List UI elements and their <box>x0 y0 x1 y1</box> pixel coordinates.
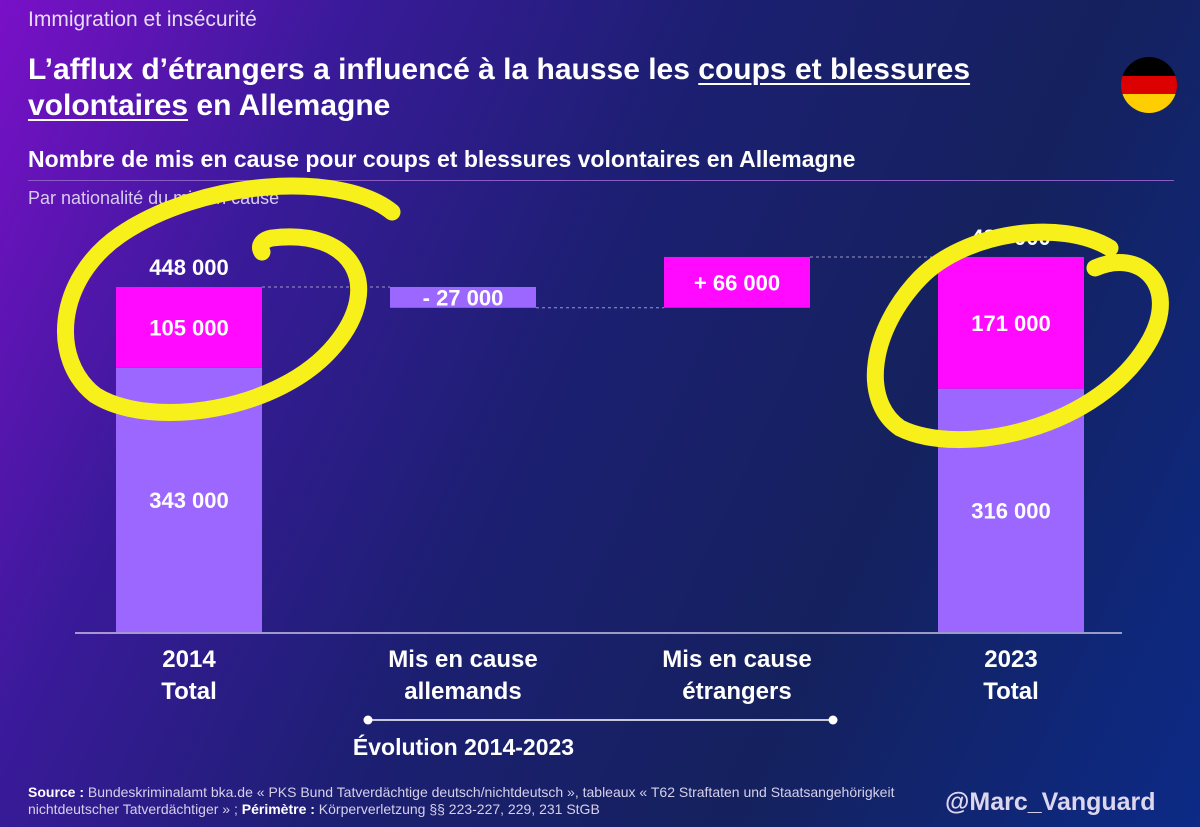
category-label-line: 2014 <box>162 646 216 673</box>
label-change-1: - 27 000 <box>423 285 504 310</box>
flag-stripe-black <box>1121 57 1177 76</box>
headline-part1: L’afflux d’étrangers a influencé à la ha… <box>28 53 699 86</box>
evolution-label: Évolution 2014-2023 <box>352 734 575 760</box>
bar-change-1 <box>390 287 536 308</box>
headline: L’afflux d’étrangers a influencé à la ha… <box>28 52 1108 124</box>
scope-label: Périmètre : <box>241 801 315 817</box>
bar-foreigners-0 <box>116 287 262 368</box>
category-label-line: Total <box>161 678 217 705</box>
category-label-line: Total <box>983 678 1039 705</box>
bar-foreigners-3 <box>938 256 1084 389</box>
label-foreigners-3: 171 000 <box>971 311 1051 336</box>
category-label-line: allemands <box>404 678 521 705</box>
highlight-circle-2023 <box>866 223 1169 448</box>
label-total-0: 448 000 <box>149 255 229 280</box>
category-label-line: Mis en cause <box>388 646 537 673</box>
author-handle: @Marc_Vanguard <box>945 788 1156 816</box>
category-label-1: Mis en cause allemands <box>388 646 537 705</box>
source-label: Source : <box>28 784 85 800</box>
label-germans-3: 316 000 <box>971 498 1051 523</box>
category-label-2: Mis en cause étrangers <box>662 646 811 705</box>
category-label-line: étrangers <box>682 678 791 705</box>
headline-underlined1: coups et blessures <box>698 53 971 86</box>
category-label-0: 2014 Total <box>161 646 217 705</box>
evolution-bracket-dot-left <box>363 715 373 725</box>
evolution-bracket-dot-right <box>828 715 838 725</box>
label-change-2: + 66 000 <box>694 270 780 295</box>
title-divider <box>28 180 1174 181</box>
label-germans-0: 343 000 <box>149 488 229 513</box>
category-label: Immigration et insécurité <box>28 8 257 31</box>
scope-text: Körperverletzung §§ 223-227, 229, 231 St… <box>314 801 600 817</box>
chart-title: Nombre de mis en cause pour coups et ble… <box>28 146 856 172</box>
category-label-3: 2023 Total <box>983 646 1039 705</box>
flag-stripe-gold <box>1121 94 1177 113</box>
germany-flag-icon <box>1121 57 1177 113</box>
headline-underlined2: volontaires <box>28 89 189 122</box>
bar-change-2 <box>664 256 810 308</box>
headline-part2: en Allemagne <box>188 89 391 122</box>
category-label-line: 2023 <box>984 646 1037 673</box>
category-label-line: Mis en cause <box>662 646 811 673</box>
source-note: Source : Bundeskriminalamt bka.de « PKS … <box>28 784 908 818</box>
highlight-circle-2014 <box>57 177 401 421</box>
label-foreigners-0: 105 000 <box>149 315 229 340</box>
source-text: Bundeskriminalamt bka.de « PKS Bund Tatv… <box>28 784 895 817</box>
flag-stripe-red <box>1121 75 1177 95</box>
